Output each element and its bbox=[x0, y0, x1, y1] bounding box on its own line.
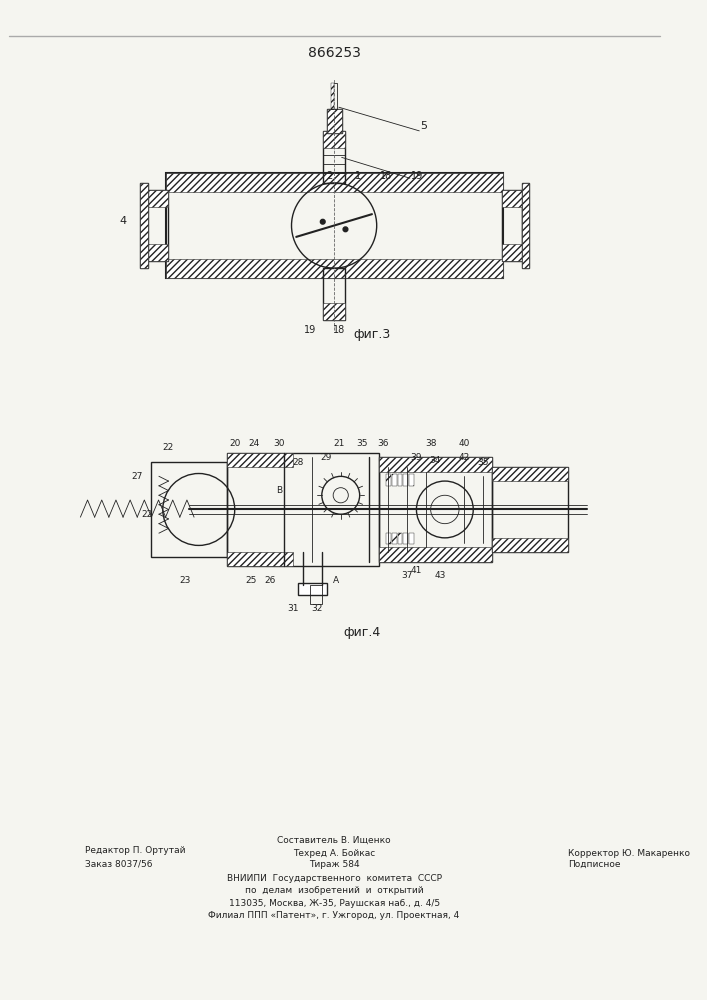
Bar bbox=[165, 259, 503, 278]
Text: 32: 32 bbox=[311, 604, 323, 613]
Bar bbox=[502, 244, 522, 261]
Bar bbox=[409, 474, 414, 486]
Circle shape bbox=[343, 227, 348, 232]
Text: 24: 24 bbox=[248, 439, 259, 448]
Text: 27: 27 bbox=[132, 472, 143, 481]
Text: по  делам  изобретений  и  открытий: по делам изобретений и открытий bbox=[245, 886, 423, 895]
Text: фиг.3: фиг.3 bbox=[353, 328, 390, 341]
Text: 35: 35 bbox=[357, 439, 368, 448]
Text: 18: 18 bbox=[333, 325, 345, 335]
Text: 38: 38 bbox=[425, 439, 436, 448]
Text: B: B bbox=[276, 486, 282, 495]
Text: 113035, Москва, Ж-35, Раушская наб., д. 4/5: 113035, Москва, Ж-35, Раушская наб., д. … bbox=[228, 899, 440, 908]
Text: 21: 21 bbox=[333, 439, 344, 448]
Bar bbox=[147, 190, 168, 261]
Bar bbox=[332, 83, 337, 109]
Bar bbox=[327, 109, 341, 133]
Bar bbox=[227, 453, 293, 467]
Bar bbox=[323, 131, 346, 148]
Bar bbox=[165, 173, 503, 278]
Text: 25: 25 bbox=[245, 576, 257, 585]
Text: 28: 28 bbox=[293, 458, 304, 467]
Bar bbox=[323, 303, 346, 320]
Bar bbox=[386, 533, 391, 544]
Text: 23: 23 bbox=[179, 576, 190, 585]
Bar bbox=[140, 183, 148, 268]
Text: 37: 37 bbox=[402, 571, 413, 580]
Bar bbox=[298, 583, 327, 595]
Bar bbox=[378, 457, 492, 472]
Bar bbox=[502, 190, 522, 261]
Text: Техред А. Бойкас: Техред А. Бойкас bbox=[293, 849, 375, 858]
Bar bbox=[378, 457, 492, 562]
Bar bbox=[147, 190, 168, 207]
Text: 42: 42 bbox=[458, 453, 469, 462]
Bar bbox=[392, 533, 397, 544]
Text: A: A bbox=[333, 576, 339, 585]
Bar bbox=[386, 474, 391, 486]
Bar bbox=[502, 190, 522, 207]
Text: 866253: 866253 bbox=[308, 46, 361, 60]
Bar bbox=[227, 552, 293, 566]
Text: 39: 39 bbox=[411, 453, 422, 462]
Bar bbox=[409, 533, 414, 544]
Text: 31: 31 bbox=[288, 604, 299, 613]
Bar bbox=[140, 183, 148, 268]
Text: 40: 40 bbox=[458, 439, 469, 448]
Bar bbox=[323, 131, 346, 183]
Bar bbox=[522, 183, 529, 268]
Text: Заказ 8037/56: Заказ 8037/56 bbox=[85, 860, 153, 869]
Bar bbox=[492, 467, 568, 552]
Bar bbox=[392, 474, 397, 486]
Text: Тираж 584: Тираж 584 bbox=[309, 860, 359, 869]
Text: 22: 22 bbox=[141, 510, 152, 519]
Text: 26: 26 bbox=[264, 576, 276, 585]
Text: ВНИИПИ  Государственного  комитета  СССР: ВНИИПИ Государственного комитета СССР bbox=[227, 874, 442, 883]
Bar bbox=[403, 474, 408, 486]
Text: 18: 18 bbox=[380, 171, 392, 181]
Bar bbox=[492, 538, 568, 552]
Bar bbox=[151, 462, 227, 557]
Text: 29: 29 bbox=[321, 453, 332, 462]
Text: 2: 2 bbox=[326, 171, 332, 181]
Text: Составитель В. Ищенко: Составитель В. Ищенко bbox=[277, 836, 391, 845]
Text: Подписное: Подписное bbox=[568, 860, 620, 869]
Bar bbox=[378, 547, 492, 562]
Circle shape bbox=[320, 219, 325, 224]
Bar bbox=[332, 83, 334, 109]
Text: 43: 43 bbox=[434, 571, 446, 580]
Text: 34: 34 bbox=[430, 456, 441, 465]
Bar bbox=[522, 183, 529, 268]
Text: 35: 35 bbox=[477, 458, 489, 467]
Bar bbox=[397, 474, 402, 486]
Bar bbox=[323, 268, 346, 320]
Bar bbox=[492, 467, 568, 481]
Text: фиг.4: фиг.4 bbox=[344, 626, 381, 639]
Text: 30: 30 bbox=[274, 439, 285, 448]
Bar bbox=[397, 533, 402, 544]
Bar bbox=[327, 109, 341, 133]
Bar bbox=[165, 173, 503, 192]
Text: 19: 19 bbox=[411, 171, 423, 181]
Text: 5: 5 bbox=[421, 121, 428, 131]
Bar bbox=[403, 533, 408, 544]
Text: 22: 22 bbox=[163, 443, 174, 452]
Bar bbox=[147, 244, 168, 261]
Text: 4: 4 bbox=[119, 216, 127, 226]
Text: 36: 36 bbox=[378, 439, 389, 448]
Text: 19: 19 bbox=[304, 325, 317, 335]
Text: Корректор Ю. Макаренко: Корректор Ю. Макаренко bbox=[568, 849, 690, 858]
Bar bbox=[227, 453, 378, 566]
Text: Редактор П. Ортутай: Редактор П. Ортутай bbox=[85, 846, 186, 855]
Text: 20: 20 bbox=[229, 439, 240, 448]
Text: 1: 1 bbox=[355, 171, 361, 181]
Text: Филиал ППП «Патент», г. Ужгород, ул. Проектная, 4: Филиал ППП «Патент», г. Ужгород, ул. Про… bbox=[209, 911, 460, 920]
Bar bbox=[310, 585, 322, 604]
Text: 41: 41 bbox=[411, 566, 422, 575]
